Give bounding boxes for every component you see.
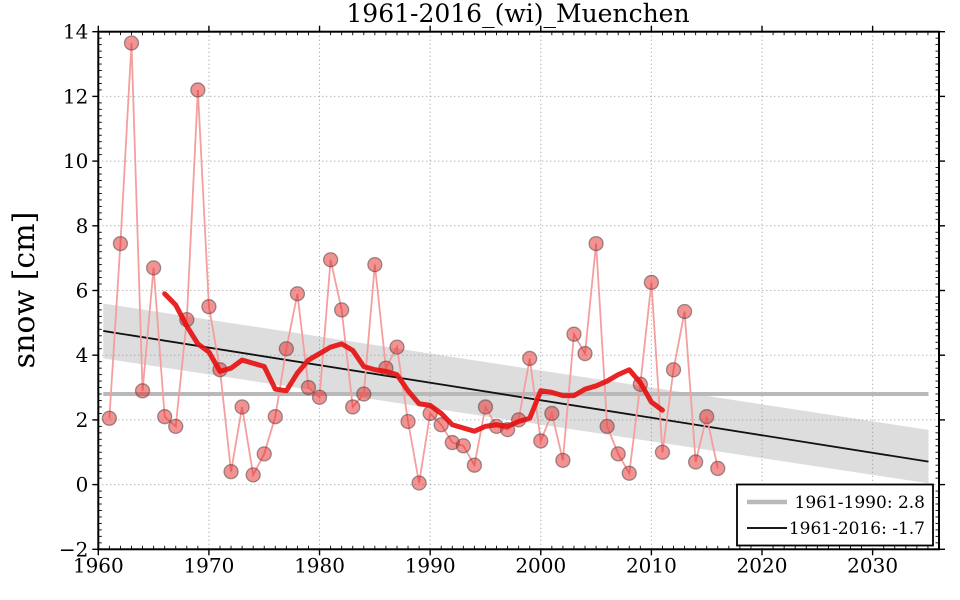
annual-marker <box>522 350 538 367</box>
annual-marker <box>477 399 494 415</box>
annual-marker <box>665 362 682 378</box>
annual-marker <box>577 345 593 362</box>
annual-marker <box>134 383 151 399</box>
annual-marker <box>190 82 206 98</box>
y-tick-label: 12 <box>63 84 88 108</box>
annual-marker <box>555 452 571 468</box>
x-tick-label: 2000 <box>515 553 566 577</box>
y-tick-label: −2 <box>59 537 88 561</box>
annual-marker <box>345 399 361 415</box>
y-tick-label: 8 <box>76 214 89 238</box>
annual-marker <box>101 410 118 426</box>
y-tick-label: 4 <box>76 343 89 367</box>
annual-marker <box>687 454 704 470</box>
trend-line <box>103 330 929 463</box>
annual-marker <box>654 444 671 460</box>
x-tick-label: 1960 <box>73 553 124 577</box>
y-tick-label: 14 <box>63 20 88 44</box>
x-tick-label: 2020 <box>737 553 788 577</box>
annual-marker <box>433 417 449 433</box>
annual-marker <box>676 303 693 320</box>
annual-marker <box>599 418 615 435</box>
x-tick-label: 1990 <box>405 553 456 577</box>
annual-marker <box>621 465 637 481</box>
annual-marker <box>300 379 317 396</box>
legend-label-median: 1961-1990: 2.8 <box>795 493 925 513</box>
annual-marker <box>201 299 217 315</box>
annual-marker <box>411 475 427 491</box>
annual-marker <box>356 386 372 402</box>
legend-label-trend: 1961-2016: -1.7 <box>789 519 925 539</box>
annual-marker <box>544 405 560 422</box>
chart-title: 1961-2016_(wi)_Muenchen <box>346 0 689 28</box>
annual-marker <box>710 460 726 477</box>
plot-area <box>101 35 929 491</box>
annual-marker <box>278 341 295 357</box>
annual-marker <box>643 274 660 291</box>
annual-marker <box>223 464 239 480</box>
annual-marker <box>123 35 140 51</box>
axes: 1960 1970 1980 1990 2000 2010 2020 2030 −2 0 2 4 6 8 1… <box>59 20 945 577</box>
annual-marker <box>322 252 339 268</box>
y-tick-label: 0 <box>76 473 89 497</box>
y-tick-label: 2 <box>76 408 89 432</box>
annual-marker <box>367 256 383 273</box>
x-tick-label: 2010 <box>626 553 677 577</box>
annual-marker <box>566 326 582 342</box>
annual-marker <box>267 409 283 425</box>
annual-marker <box>289 286 306 302</box>
annual-marker <box>588 235 604 252</box>
annual-marker <box>389 339 405 355</box>
annual-marker <box>234 399 250 415</box>
annual-marker <box>145 260 162 276</box>
x-tick-label: 1980 <box>294 553 345 577</box>
annual-marker <box>256 446 272 462</box>
annual-marker <box>168 418 184 435</box>
gridlines <box>98 31 939 550</box>
annual-marker <box>334 302 350 318</box>
annual-marker <box>610 446 626 462</box>
running-mean-line <box>162 291 665 434</box>
legend: 1961-1990: 2.8 1961-2016: -1.7 <box>736 483 934 547</box>
x-tick-label: 1970 <box>183 553 234 577</box>
annual-marker <box>400 413 416 430</box>
y-tick-label: 6 <box>76 279 89 303</box>
annual-marker <box>466 457 483 473</box>
legend-box <box>736 483 934 547</box>
annual-marker <box>533 433 549 449</box>
annual-marker <box>112 235 129 252</box>
x-tick-label: 2030 <box>847 553 898 577</box>
annual-marker <box>157 409 173 425</box>
annual-marker <box>311 389 328 405</box>
annual-marker <box>245 467 261 483</box>
y-tick-label: 10 <box>63 149 88 173</box>
annual-marker <box>699 409 715 425</box>
annual-marker <box>455 438 471 454</box>
y-axis-label: snow [cm] <box>7 212 42 369</box>
